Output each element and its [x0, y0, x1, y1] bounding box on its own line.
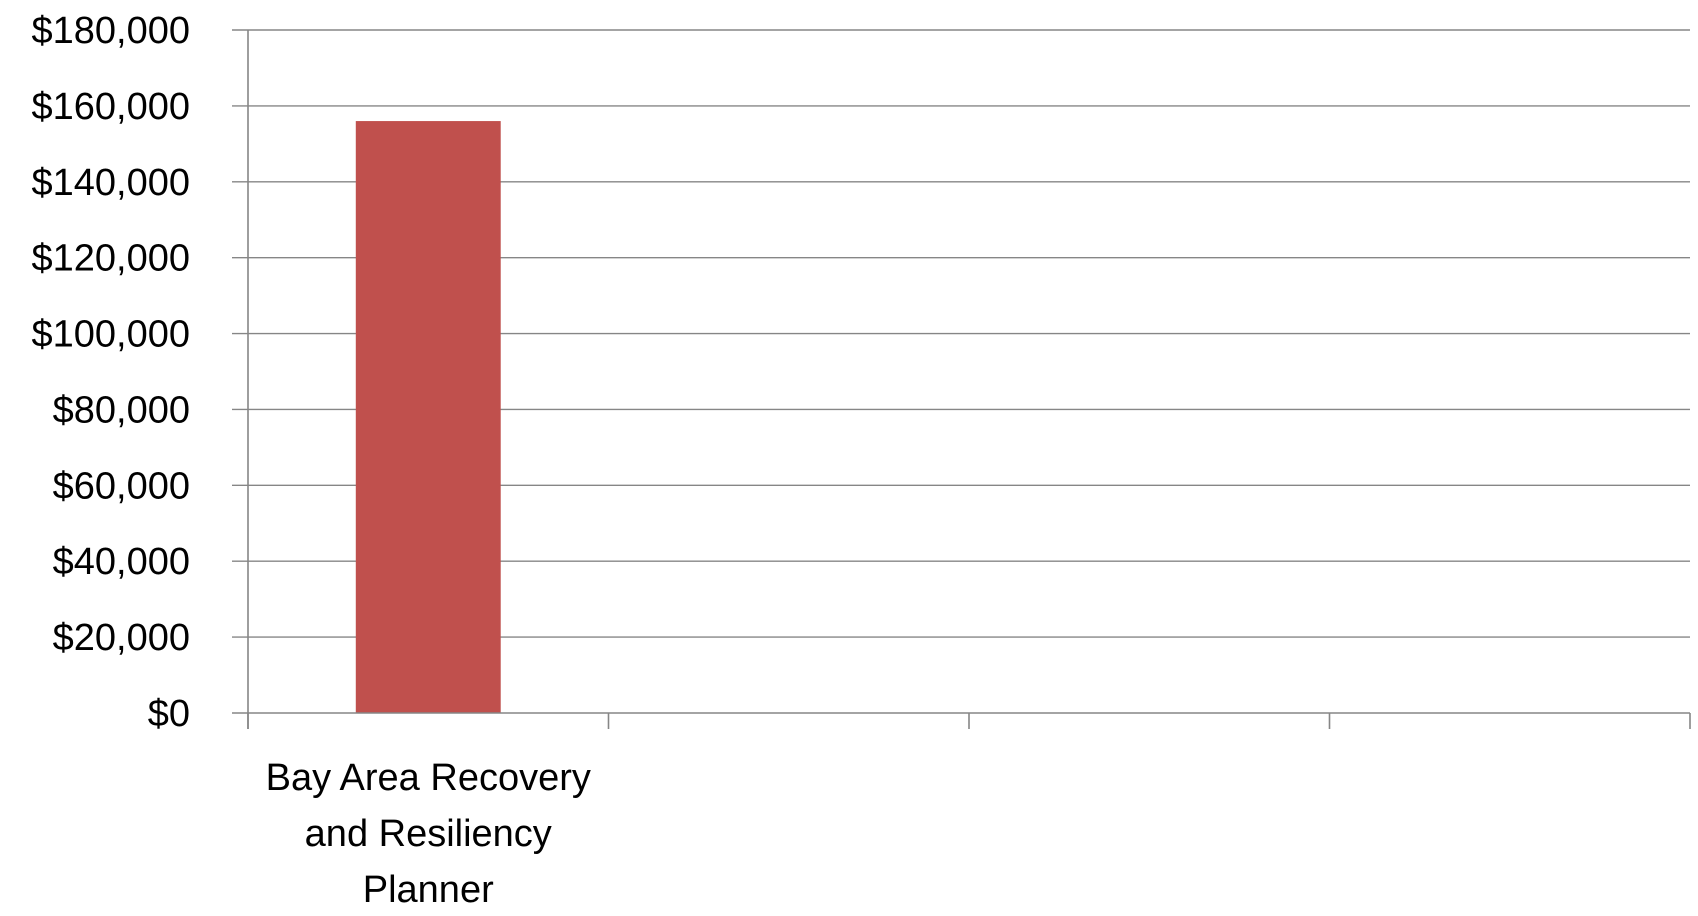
bars: [355, 121, 501, 714]
y-tick-label: $140,000: [32, 162, 191, 204]
bar: [355, 121, 501, 714]
x-axis: Bay Area Recovery and Resiliency Planner: [232, 712, 1691, 911]
y-tick-label: $100,000: [32, 314, 191, 356]
x-category-label: Planner: [363, 869, 494, 911]
y-axis: $0 $20,000 $40,000 $60,000 $80,000 $100,000 $1…: [32, 10, 249, 735]
y-tick-label: $180,000: [32, 10, 191, 52]
y-tick-label: $0: [148, 693, 190, 735]
y-tick-label: $20,000: [53, 617, 190, 659]
x-category-label: and Resiliency: [305, 813, 552, 855]
y-tick-label: $160,000: [32, 86, 191, 128]
x-category-label: Bay Area Recovery: [266, 757, 591, 799]
y-tick-label: $40,000: [53, 541, 190, 583]
y-tick-label: $80,000: [53, 389, 190, 431]
y-tick-label: $60,000: [53, 465, 190, 507]
y-tick-label: $120,000: [32, 238, 191, 280]
